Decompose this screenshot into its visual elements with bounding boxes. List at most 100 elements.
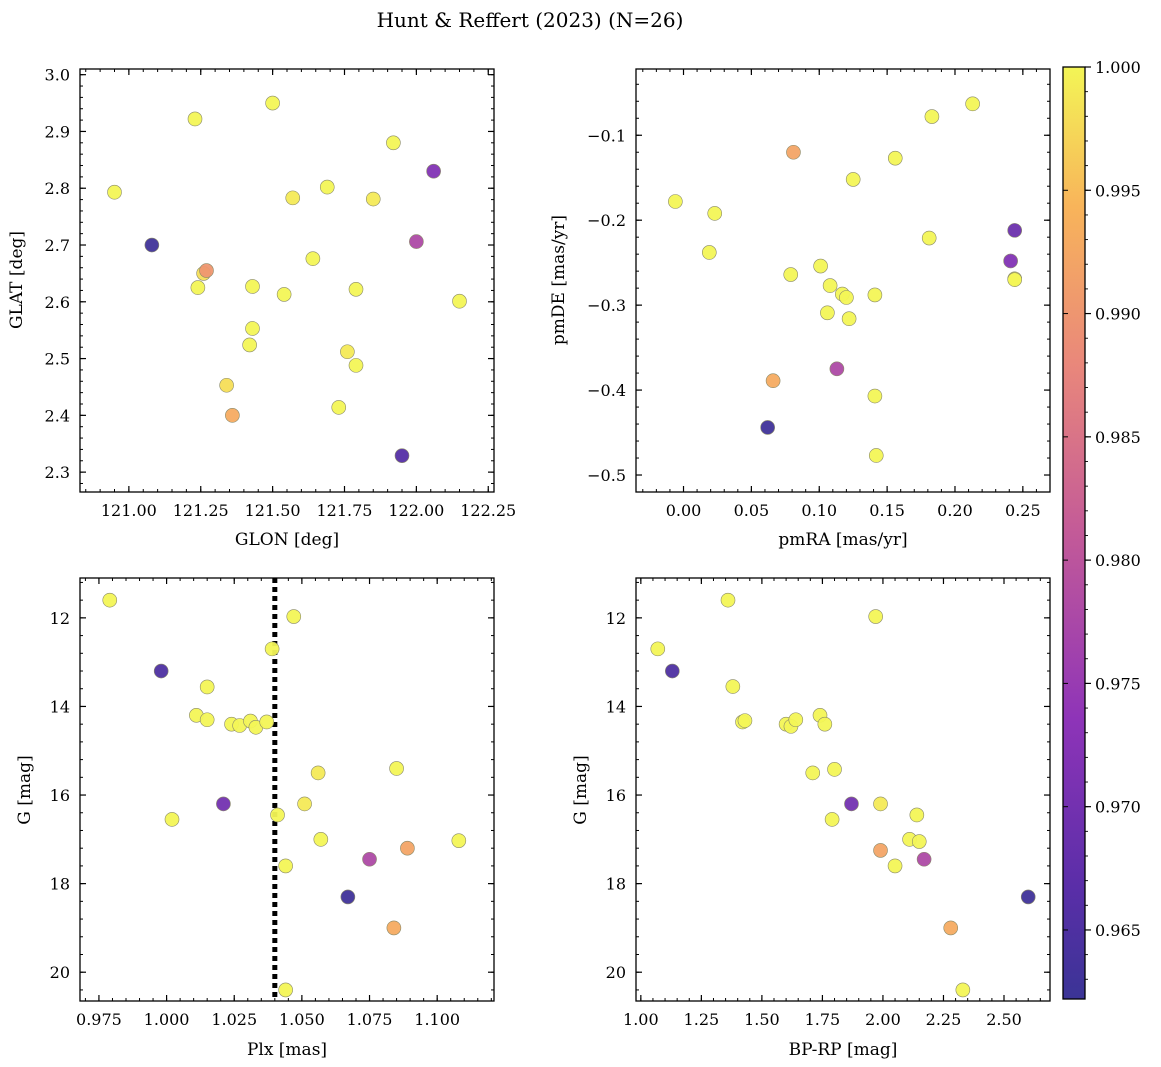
data-point bbox=[270, 807, 285, 823]
colorbar-tick-label: 0.995 bbox=[1095, 181, 1141, 200]
data-point bbox=[426, 163, 441, 179]
data-point bbox=[909, 807, 925, 823]
x-tick-label: 1.75 bbox=[805, 1010, 841, 1029]
data-point bbox=[911, 834, 927, 849]
data-point bbox=[102, 592, 118, 608]
y-tick-label: −0.3 bbox=[587, 296, 626, 315]
y-tick-label: 18 bbox=[606, 875, 626, 894]
y-tick-label: 12 bbox=[606, 609, 626, 628]
panel-plx-g: 0.975 1.000 1.025 1.050 1.075 1.100 12 14 16 18 20… bbox=[15, 577, 495, 1060]
data-point bbox=[340, 889, 356, 905]
x-tick-label: 121.25 bbox=[173, 501, 229, 520]
data-point bbox=[452, 293, 467, 309]
data-point bbox=[451, 833, 467, 848]
x-tick-label: 1.25 bbox=[684, 1010, 720, 1029]
data-point bbox=[362, 851, 377, 867]
data-point bbox=[1020, 889, 1036, 905]
x-tick-label: 0.05 bbox=[734, 501, 770, 520]
data-point bbox=[278, 858, 293, 874]
x-tick-label: 121.50 bbox=[245, 501, 301, 520]
y-tick-label: 2.7 bbox=[45, 236, 70, 255]
data-point bbox=[707, 206, 723, 221]
y-tick-label: −0.4 bbox=[587, 381, 626, 400]
data-point bbox=[760, 420, 775, 435]
y-tick-label: −0.2 bbox=[587, 211, 626, 230]
panel3-ylabel: G [mag] bbox=[15, 755, 35, 824]
data-point bbox=[216, 796, 231, 812]
data-point bbox=[409, 234, 424, 249]
y-tick-label: 2.3 bbox=[45, 463, 70, 482]
y-tick-label: 2.5 bbox=[45, 350, 70, 369]
data-point bbox=[331, 400, 347, 415]
data-point bbox=[965, 96, 980, 112]
data-point bbox=[839, 290, 854, 305]
panel2-xlabel: pmRA [mas/yr] bbox=[778, 530, 907, 550]
panel2-frame bbox=[635, 68, 1051, 493]
x-tick-label: 1.100 bbox=[414, 1010, 460, 1029]
x-tick-label: 0.20 bbox=[937, 501, 973, 520]
data-point bbox=[783, 267, 799, 282]
data-point bbox=[1007, 223, 1023, 238]
data-point bbox=[319, 179, 335, 195]
panel4-ylabel: G [mag] bbox=[571, 755, 591, 824]
data-point bbox=[313, 832, 329, 847]
data-point bbox=[765, 373, 781, 389]
data-point bbox=[868, 609, 883, 624]
x-tick-label: 1.50 bbox=[744, 1010, 780, 1029]
figure-title: Hunt & Reffert (2023) (N=26) bbox=[377, 8, 684, 32]
data-point bbox=[245, 321, 260, 336]
data-point bbox=[887, 858, 903, 874]
data-point bbox=[245, 279, 260, 294]
x-tick-label: 121.75 bbox=[317, 501, 373, 520]
y-tick-label: 3.0 bbox=[45, 66, 70, 85]
data-point bbox=[348, 358, 364, 373]
data-point bbox=[813, 258, 828, 274]
data-point bbox=[887, 150, 903, 166]
data-point bbox=[824, 812, 840, 827]
data-point bbox=[285, 190, 301, 206]
x-tick-label: 1.050 bbox=[279, 1010, 325, 1029]
data-point bbox=[788, 712, 804, 728]
colorbar-tick-label: 0.970 bbox=[1095, 798, 1141, 817]
x-tick-label: 2.00 bbox=[865, 1010, 901, 1029]
panel2-ylabel: pmDE [mas/yr] bbox=[549, 215, 569, 345]
x-tick-label: 1.000 bbox=[144, 1010, 190, 1029]
panel3-frame bbox=[79, 577, 495, 1002]
colorbar-frame bbox=[1062, 66, 1086, 1000]
data-point bbox=[725, 679, 741, 694]
y-tick-label: 20 bbox=[50, 963, 70, 982]
data-point bbox=[1003, 253, 1018, 269]
data-point bbox=[386, 135, 401, 151]
data-point bbox=[868, 448, 884, 463]
y-tick-label: 14 bbox=[606, 697, 626, 716]
data-point bbox=[924, 109, 940, 124]
x-tick-label: 0.00 bbox=[666, 501, 702, 520]
y-tick-label: 18 bbox=[50, 875, 70, 894]
x-tick-label: 0.15 bbox=[869, 501, 905, 520]
data-point bbox=[841, 311, 857, 327]
y-tick-label: 16 bbox=[50, 786, 70, 805]
data-point bbox=[164, 812, 180, 827]
data-point bbox=[720, 592, 736, 608]
x-tick-label: 0.25 bbox=[1005, 501, 1041, 520]
data-point bbox=[737, 713, 753, 728]
data-point bbox=[845, 172, 861, 187]
data-point bbox=[153, 663, 169, 679]
y-tick-label: 2.6 bbox=[45, 293, 70, 312]
data-point bbox=[668, 194, 683, 209]
data-point bbox=[805, 765, 821, 781]
data-point bbox=[829, 361, 845, 377]
data-point bbox=[107, 184, 122, 200]
data-point bbox=[389, 761, 404, 776]
data-point bbox=[265, 95, 280, 111]
colorbar-tick-label: 1.000 bbox=[1095, 58, 1141, 77]
data-point bbox=[916, 851, 932, 867]
data-point bbox=[276, 287, 292, 302]
x-tick-label: 121.00 bbox=[101, 501, 157, 520]
data-point bbox=[340, 344, 355, 360]
data-point bbox=[199, 712, 215, 728]
data-point bbox=[144, 237, 160, 253]
data-point bbox=[820, 305, 835, 321]
data-point bbox=[1007, 272, 1023, 287]
panel-pmra-pmde: 0.00 0.05 0.10 0.15 0.20 0.25 −0.5 −0.4 −0.3 −0.2… bbox=[549, 68, 1051, 550]
